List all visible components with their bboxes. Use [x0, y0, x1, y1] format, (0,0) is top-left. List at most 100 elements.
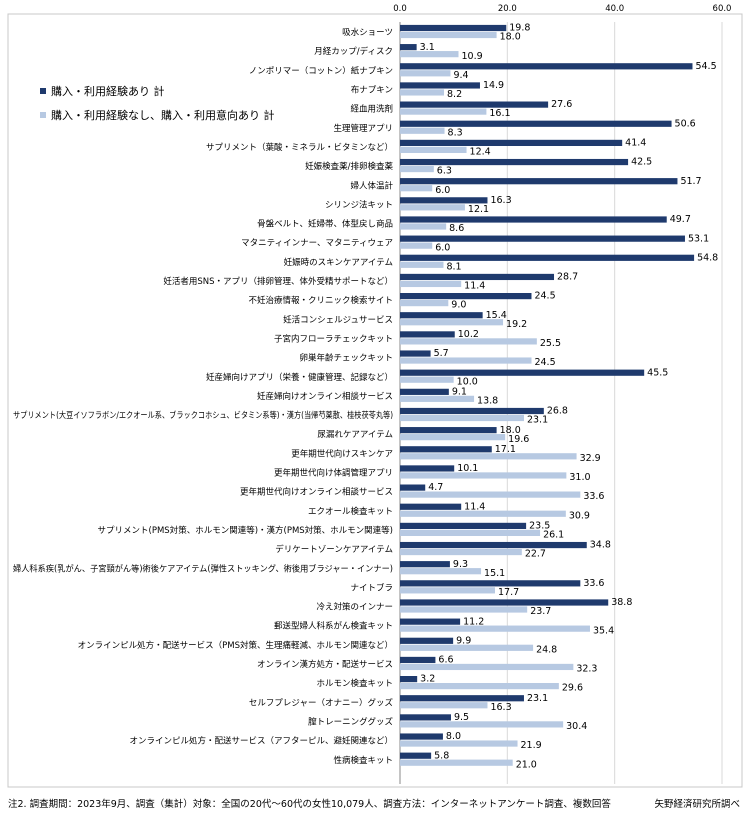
- bar-series2: [400, 89, 445, 96]
- bar-series2: [400, 261, 444, 268]
- data-label-series1: 3.2: [420, 674, 435, 685]
- bar-series2: [400, 548, 522, 556]
- bar-series2: [400, 759, 513, 766]
- bar-series1: [400, 522, 527, 529]
- data-label-series2: 33.6: [583, 491, 604, 502]
- data-label-series1: 27.6: [551, 99, 572, 110]
- data-label-series1: 33.6: [583, 578, 604, 589]
- category-label: 妊娠検査薬/排卵検査薬: [305, 161, 393, 172]
- category-label: 卵巣年齢チェックキット: [299, 353, 393, 364]
- bar-series1: [400, 24, 507, 32]
- data-label-series2: 35.4: [593, 625, 614, 636]
- bar-series1: [400, 178, 678, 185]
- data-label-series2: 23.1: [527, 415, 548, 426]
- bar-series1: [400, 63, 693, 70]
- category-label: 尿漏れケアアイテム: [317, 429, 393, 440]
- bar-series1: [400, 752, 432, 759]
- bar-series1: [400, 446, 492, 453]
- bar-series2: [400, 625, 590, 632]
- bar-series1: [400, 350, 431, 357]
- category-label: 布ナプキン: [351, 85, 393, 96]
- data-label-series2: 32.9: [580, 453, 601, 464]
- bar-series1: [400, 465, 455, 472]
- category-label: セルフプレジャー（オナニー）グッズ: [249, 697, 394, 708]
- data-label-series2: 8.3: [448, 127, 463, 138]
- category-label: ナイトブラ: [350, 582, 393, 593]
- bar-series1: [400, 158, 629, 166]
- category-label: 経血用洗剤: [350, 104, 393, 115]
- data-label-series2: 8.2: [447, 89, 462, 100]
- bar-series2: [400, 319, 504, 326]
- legend-label-series1: 購入・利用経験あり 計: [51, 84, 165, 98]
- data-label-series2: 22.7: [525, 549, 546, 560]
- x-tick-label: 60.0: [713, 4, 732, 14]
- data-label-series2: 8.1: [446, 261, 461, 272]
- bar-series2: [400, 587, 495, 594]
- bar-series1: [400, 733, 443, 740]
- data-label-series1: 17.1: [495, 444, 516, 455]
- data-label-series2: 6.0: [435, 185, 450, 196]
- category-label: シリンジ法キット: [325, 199, 393, 210]
- category-label: サプリメント(PMS対策、ホルモン関連等)・漢方(PMS対策、ホルモン関連等): [98, 525, 393, 536]
- data-label-series2: 10.9: [461, 51, 482, 62]
- bar-series1: [400, 197, 488, 204]
- data-label-series1: 18.0: [500, 425, 521, 436]
- bar-series1: [400, 541, 587, 549]
- bar-series2: [400, 683, 559, 690]
- bar-series2: [400, 280, 462, 288]
- bar-series2: [400, 108, 487, 115]
- category-label: 不妊治療情報・クリニック検索サイト: [248, 295, 393, 306]
- category-label: 妊娠時のスキンケアアイテム: [284, 257, 393, 268]
- data-label-series1: 54.5: [695, 61, 716, 72]
- bar-series2: [400, 702, 488, 709]
- data-label-series2: 16.1: [489, 108, 510, 119]
- bar-series1: [400, 676, 418, 683]
- data-label-series2: 31.0: [569, 472, 590, 483]
- data-label-series2: 29.6: [562, 683, 583, 694]
- bar-series2: [400, 414, 524, 422]
- data-label-series2: 24.8: [536, 644, 557, 655]
- bar-series1: [400, 580, 581, 587]
- legend-label-series2: 購入・利用経験なし、購入・利用意向あり 計: [51, 108, 275, 122]
- bar-series1: [400, 695, 524, 702]
- bar-series2: [400, 300, 449, 307]
- data-label-series1: 4.7: [428, 482, 443, 493]
- bar-series2: [400, 510, 566, 517]
- data-label-series2: 32.3: [576, 664, 597, 675]
- data-label-series1: 11.2: [463, 616, 484, 627]
- category-label: 膣トレーニンググッズ: [308, 716, 393, 727]
- data-label-series2: 6.0: [435, 242, 450, 253]
- data-label-series2: 30.4: [566, 721, 587, 732]
- data-label-series1: 9.3: [453, 559, 468, 570]
- data-label-series1: 10.2: [458, 329, 479, 340]
- data-label-series2: 9.0: [451, 300, 466, 311]
- data-label-series2: 17.7: [498, 587, 519, 598]
- bar-series1: [400, 44, 417, 51]
- bar-series2: [400, 185, 433, 192]
- legend-swatch-series2: [40, 112, 46, 118]
- bar-series1: [400, 656, 436, 664]
- data-label-series1: 45.5: [647, 367, 668, 378]
- bar-series2: [400, 434, 506, 441]
- data-label-series1: 16.3: [490, 195, 511, 206]
- bar-series1: [400, 293, 532, 300]
- category-label: 婦人科系疾(乳がん、子宮頸がん等)術後ケアアイテム(弾性ストッキング、術後用ブラ…: [13, 563, 393, 574]
- bar-series2: [400, 721, 564, 728]
- bar-series2: [400, 395, 475, 402]
- data-label-series1: 9.9: [456, 635, 471, 646]
- legend-swatch-series1: [40, 88, 46, 94]
- x-axis-ticks: 0.0 20.0 40.0 60.0: [393, 4, 731, 14]
- bars: 19.818.03.110.954.59.414.98.227.616.150.…: [400, 23, 718, 770]
- data-label-series2: 19.2: [506, 319, 527, 330]
- footnote: 注2. 調査期間：2023年9月、調査（集計）対象：全国の20代～60代の女性1…: [8, 799, 611, 810]
- bar-series1: [400, 235, 685, 242]
- bar-series1: [400, 101, 549, 108]
- category-label: 更年期世代向けスキンケア: [291, 448, 393, 459]
- data-label-series2: 16.3: [490, 702, 511, 713]
- bar-series1: [400, 254, 695, 261]
- category-label: 郵送型婦人科系がん検査キット: [274, 621, 393, 632]
- bar-series2: [400, 357, 532, 364]
- data-label-series2: 30.9: [569, 510, 590, 521]
- data-label-series1: 28.7: [557, 272, 578, 283]
- data-label-series1: 5.8: [434, 750, 449, 761]
